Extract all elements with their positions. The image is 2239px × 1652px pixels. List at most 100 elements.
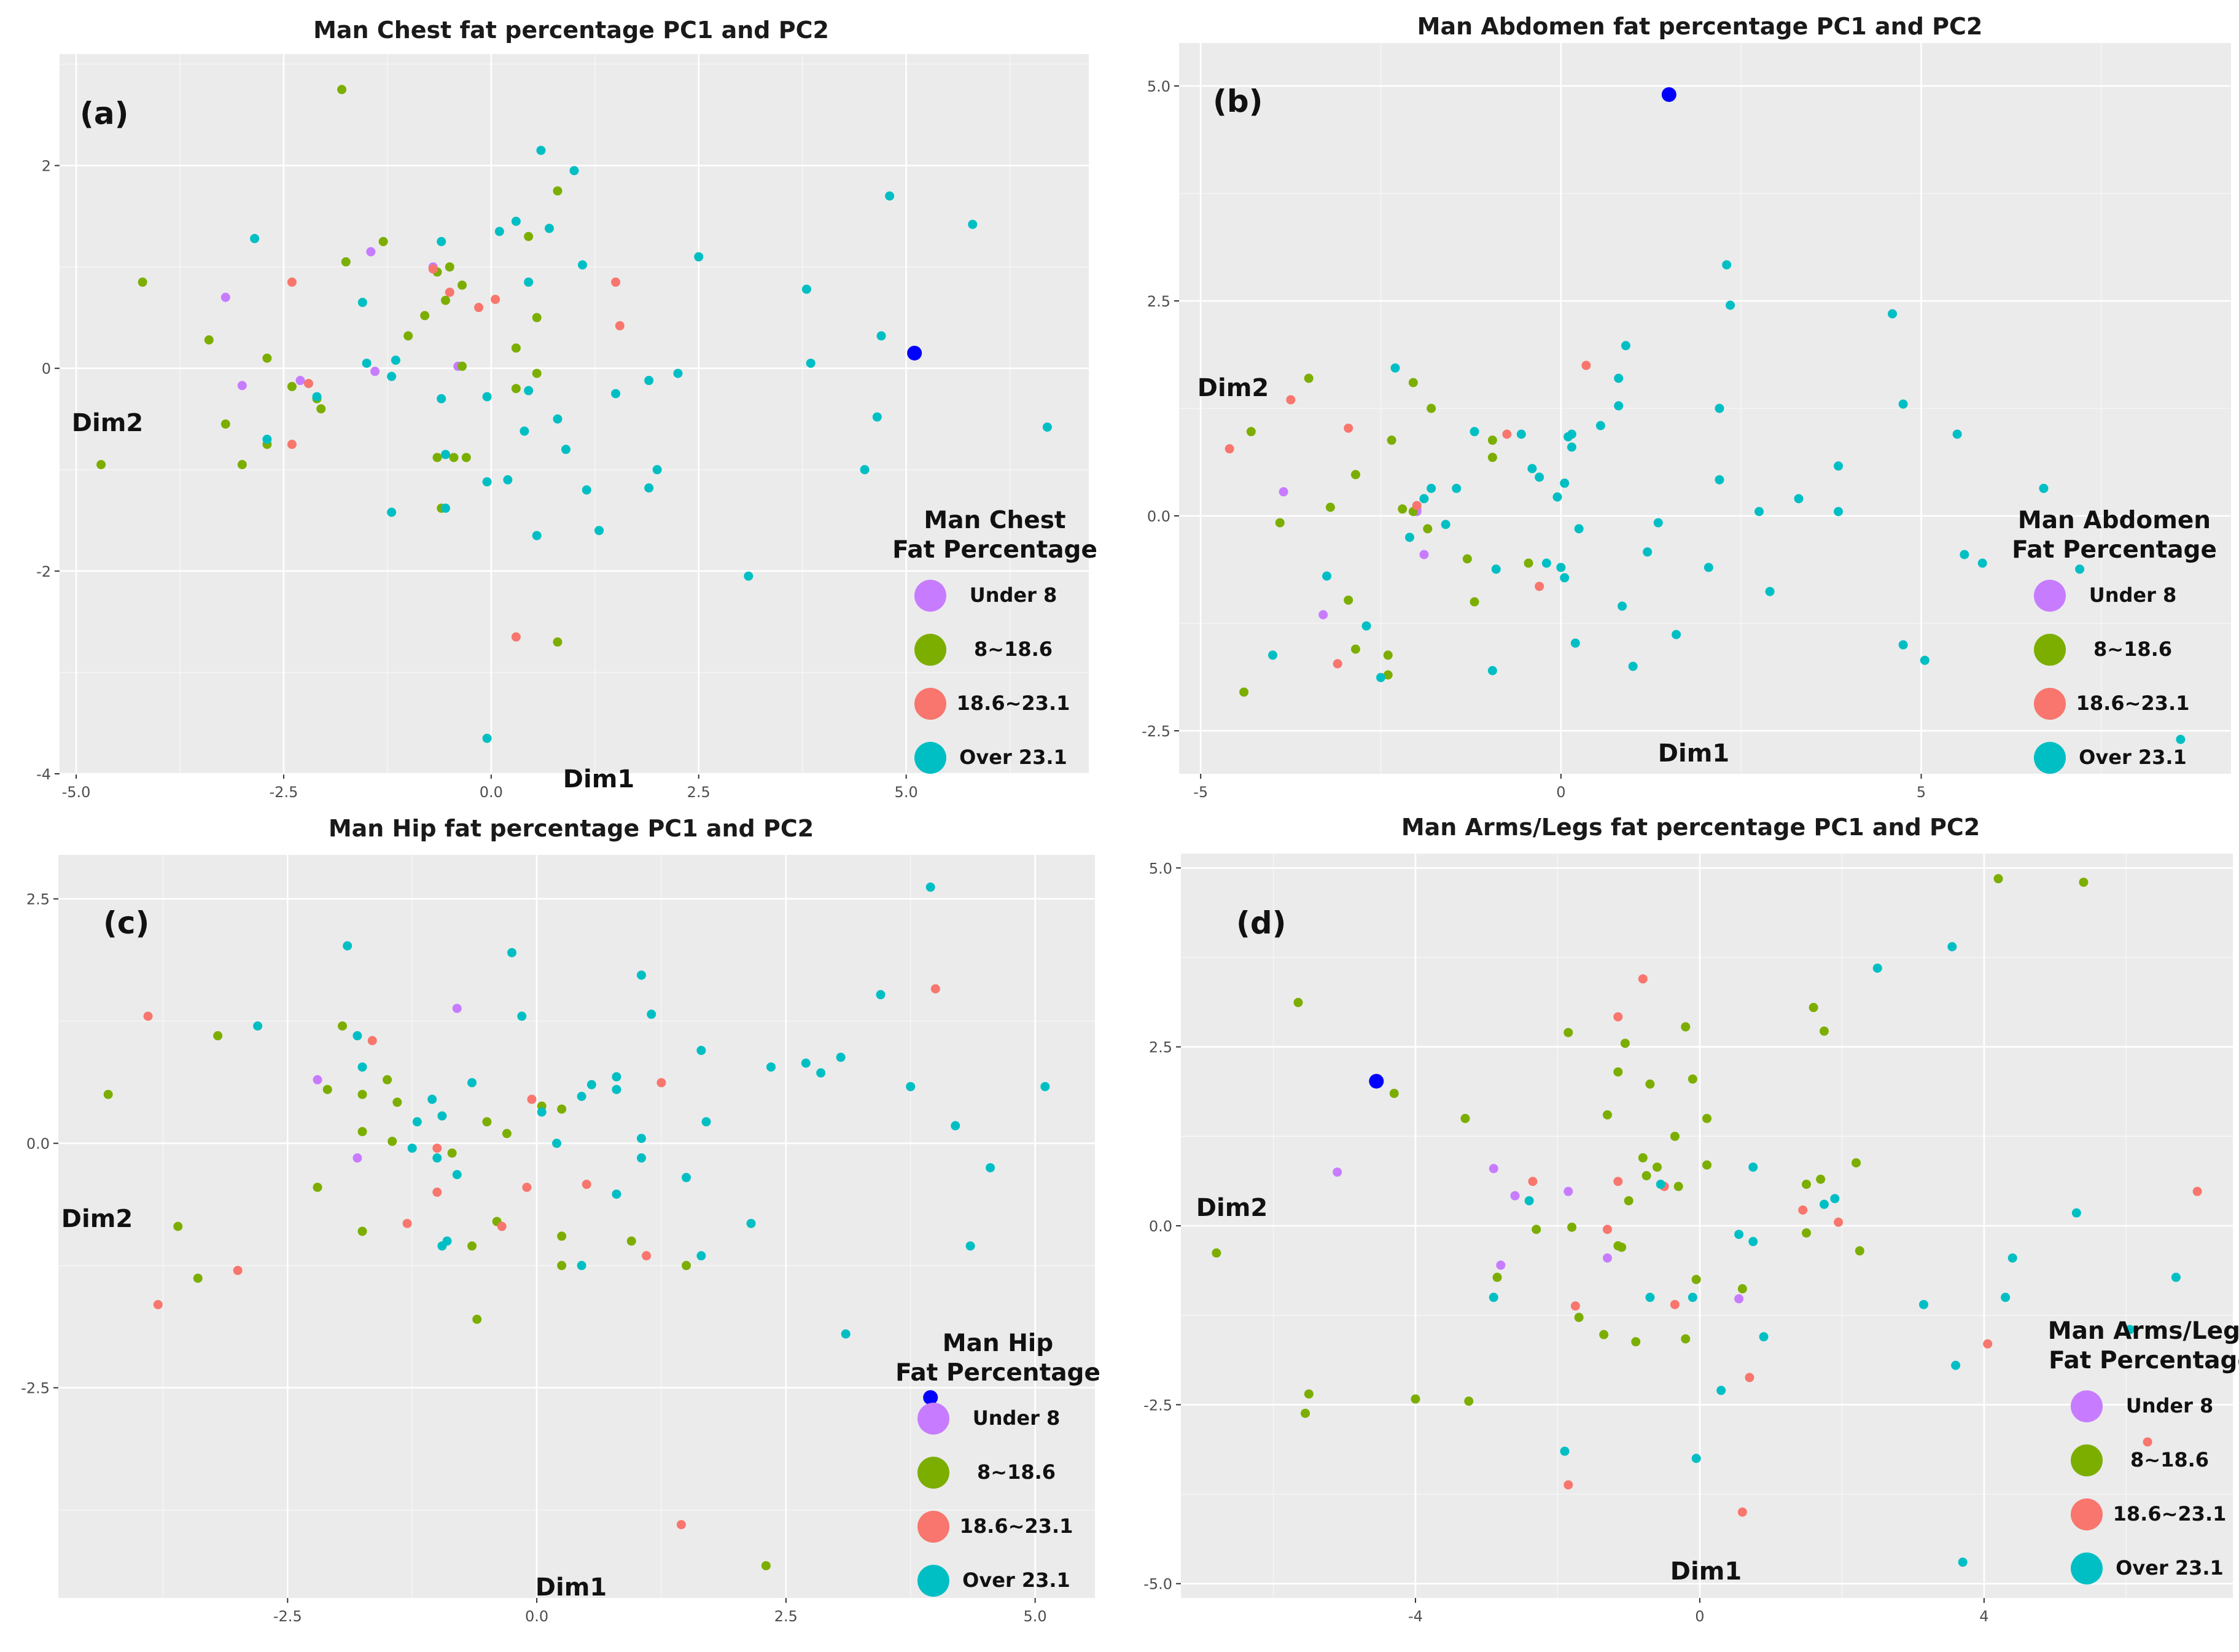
data-point (138, 277, 147, 287)
data-point (1951, 1360, 1961, 1370)
data-point (1527, 464, 1537, 473)
data-point (428, 264, 438, 274)
data-point (594, 526, 604, 536)
highlight-point (1369, 1073, 1384, 1089)
legend-label: 18.6~23.1 (960, 1514, 1073, 1538)
data-point (2192, 1186, 2202, 1196)
data-point (1681, 1022, 1691, 1032)
data-point (441, 504, 450, 513)
x-axis-label: Dim1 (563, 765, 634, 793)
data-point (511, 343, 521, 353)
y-axis-label: Dim2 (72, 409, 143, 437)
data-point (906, 1081, 916, 1091)
data-point (1745, 1373, 1754, 1382)
chart-title: Man Abdomen fat percentage PC1 and PC2 (1417, 13, 1983, 40)
data-point (1715, 475, 1724, 485)
data-point (357, 1127, 367, 1137)
data-point (1350, 470, 1360, 480)
legend-swatch (917, 1457, 949, 1489)
data-point (1333, 1167, 1342, 1177)
data-point (1983, 1339, 1993, 1349)
data-point (367, 1036, 377, 1045)
data-point (432, 1153, 442, 1163)
legend-label: 18.6~23.1 (2113, 1502, 2227, 1525)
data-point (362, 358, 372, 368)
x-axis-label: Dim1 (535, 1573, 607, 1602)
y-tick-label: 2.5 (26, 891, 50, 908)
data-point (965, 1241, 975, 1251)
data-point (262, 434, 272, 444)
data-point (611, 277, 621, 287)
data-point (1570, 638, 1580, 648)
panel-c: -2.5 0.0 2.5 5.0 -2.5 0.0 2.5 Man Hip fat perce… (0, 805, 1120, 1652)
x-tick-label: 5 (1917, 784, 1926, 801)
data-point (1567, 1222, 1577, 1232)
data-point (1952, 429, 1962, 439)
data-point (522, 1182, 532, 1192)
data-point (1552, 492, 1562, 502)
data-point (482, 477, 492, 487)
data-point (1318, 610, 1328, 620)
data-point (1487, 435, 1497, 445)
data-point (644, 483, 654, 493)
data-point (644, 376, 654, 386)
data-point (287, 277, 297, 287)
data-point (378, 236, 388, 246)
data-point (1404, 532, 1414, 542)
chart-title: Man Chest fat percentage PC1 and PC2 (313, 17, 829, 44)
data-point (407, 1144, 417, 1153)
data-point (1802, 1179, 1812, 1189)
data-point (1618, 601, 1627, 611)
data-point (1737, 1507, 1747, 1517)
highlight-point (907, 345, 922, 360)
scatter-plot-c: -2.5 0.0 2.5 5.0 -2.5 0.0 2.5 Man Hip fat perce… (21, 815, 1100, 1625)
data-point (2171, 1272, 2181, 1282)
data-point (445, 262, 454, 272)
data-point (694, 252, 704, 262)
data-point (520, 426, 529, 436)
data-point (1304, 373, 1314, 383)
data-point (1819, 1199, 1829, 1209)
data-point (1888, 309, 1898, 319)
data-point (1798, 1205, 1808, 1215)
data-point (1412, 501, 1422, 510)
data-point (313, 1182, 322, 1192)
data-point (612, 1085, 621, 1094)
legend-label: 18.6~23.1 (2076, 692, 2190, 715)
data-point (445, 287, 454, 297)
data-point (1653, 518, 1663, 528)
data-point (412, 1117, 422, 1127)
data-point (1441, 520, 1450, 529)
data-point (1489, 1293, 1498, 1303)
data-point (1470, 427, 1479, 437)
data-point (1470, 597, 1479, 607)
data-point (1563, 1186, 1573, 1196)
data-point (1614, 401, 1624, 411)
data-point (1279, 487, 1288, 497)
data-point (527, 1094, 537, 1104)
data-point (343, 941, 352, 951)
y-tick-label: 0.0 (26, 1136, 50, 1153)
legend-title-line2: Fat Percentage (2012, 536, 2217, 564)
legend-swatch (2034, 742, 2066, 774)
data-point (553, 637, 563, 647)
data-point (586, 1080, 596, 1089)
data-point (1919, 1299, 1929, 1309)
scatter-plot-b: -5 0 5 -2.5 0.0 2.5 5.0 Man Abdomen fat percent… (1142, 13, 2231, 801)
data-point (582, 1180, 591, 1190)
data-point (1581, 360, 1591, 370)
data-point (1958, 1557, 1968, 1567)
data-point (1947, 942, 1957, 951)
data-point (1595, 421, 1605, 431)
data-point (1628, 661, 1638, 671)
data-point (1691, 1454, 1701, 1463)
data-point (461, 453, 471, 462)
y-tick-label: 0 (42, 360, 51, 378)
data-point (968, 219, 978, 229)
data-point (1638, 974, 1648, 984)
chart-title: Man Arms/Legs fat percentage PC1 and PC2 (1401, 814, 1980, 841)
data-point (951, 1121, 960, 1131)
data-point (1361, 621, 1371, 631)
data-point (925, 882, 935, 892)
